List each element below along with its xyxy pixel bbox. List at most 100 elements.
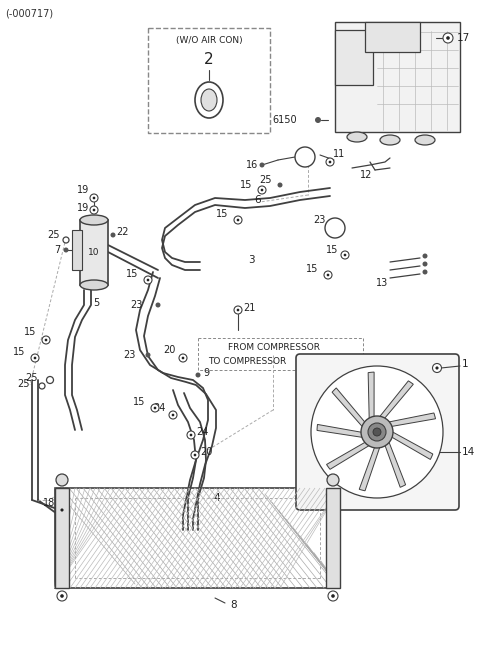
Circle shape — [341, 251, 349, 259]
Circle shape — [145, 352, 151, 358]
Circle shape — [361, 416, 393, 448]
Text: 13: 13 — [376, 278, 388, 288]
Circle shape — [277, 182, 283, 188]
Text: 15: 15 — [240, 180, 252, 190]
Bar — [55, 488, 340, 588]
Polygon shape — [326, 440, 373, 469]
Circle shape — [179, 354, 187, 362]
Circle shape — [42, 336, 50, 344]
Circle shape — [191, 451, 199, 459]
Text: (-000717): (-000717) — [5, 9, 53, 19]
Circle shape — [315, 117, 321, 123]
Text: 8: 8 — [230, 600, 237, 610]
Circle shape — [195, 373, 201, 377]
Circle shape — [234, 216, 242, 224]
Circle shape — [147, 279, 149, 281]
Polygon shape — [332, 388, 367, 430]
Circle shape — [56, 474, 68, 486]
Text: 7: 7 — [54, 245, 60, 255]
Circle shape — [422, 270, 428, 274]
Circle shape — [422, 262, 428, 266]
Ellipse shape — [415, 135, 435, 145]
Circle shape — [422, 253, 428, 258]
Polygon shape — [384, 438, 406, 487]
Circle shape — [237, 309, 240, 312]
Bar — [148, 28, 270, 133]
Circle shape — [324, 271, 332, 279]
Text: 25: 25 — [25, 373, 38, 383]
Circle shape — [47, 377, 53, 384]
Circle shape — [156, 302, 160, 308]
Ellipse shape — [347, 132, 367, 142]
Circle shape — [63, 237, 69, 243]
Circle shape — [311, 366, 443, 498]
Text: 20: 20 — [164, 345, 176, 355]
Circle shape — [435, 367, 439, 369]
Circle shape — [39, 383, 45, 389]
Circle shape — [90, 206, 98, 214]
Text: 15: 15 — [12, 347, 25, 357]
Circle shape — [193, 454, 196, 457]
Circle shape — [110, 232, 116, 237]
Polygon shape — [368, 372, 374, 423]
Circle shape — [60, 594, 64, 598]
Text: 10: 10 — [88, 248, 100, 257]
Circle shape — [154, 407, 156, 409]
Circle shape — [328, 591, 338, 601]
Circle shape — [31, 354, 39, 362]
Circle shape — [368, 423, 386, 441]
Bar — [80, 220, 108, 285]
Text: 25: 25 — [48, 230, 60, 240]
Circle shape — [93, 197, 96, 199]
Circle shape — [45, 338, 48, 341]
Circle shape — [446, 36, 450, 40]
Circle shape — [187, 431, 195, 439]
Text: 23: 23 — [313, 215, 326, 225]
Text: 11: 11 — [333, 149, 345, 159]
Circle shape — [234, 306, 242, 314]
Ellipse shape — [380, 135, 400, 145]
Text: 18: 18 — [43, 498, 55, 508]
Text: 19: 19 — [77, 185, 89, 195]
Text: 6150: 6150 — [272, 115, 297, 125]
Circle shape — [443, 33, 453, 43]
Text: 15: 15 — [216, 209, 228, 219]
Circle shape — [261, 189, 264, 192]
Circle shape — [237, 218, 240, 221]
Text: 9: 9 — [203, 368, 209, 378]
Bar — [55, 488, 69, 588]
Circle shape — [151, 404, 159, 412]
Text: 25: 25 — [260, 175, 272, 185]
Text: FROM COMPRESSOR: FROM COMPRESSOR — [228, 342, 320, 352]
Circle shape — [327, 474, 339, 486]
Text: 6: 6 — [255, 195, 261, 205]
Bar — [335, 22, 460, 132]
Text: 22: 22 — [116, 227, 129, 237]
Ellipse shape — [195, 82, 223, 118]
Text: 5: 5 — [93, 298, 99, 308]
Text: 14: 14 — [462, 447, 475, 457]
Circle shape — [331, 594, 335, 598]
Circle shape — [60, 508, 63, 512]
Text: A: A — [302, 152, 308, 161]
Ellipse shape — [80, 280, 108, 290]
Circle shape — [327, 274, 329, 276]
Text: 23: 23 — [131, 300, 143, 310]
Text: 16: 16 — [246, 160, 258, 170]
Circle shape — [344, 254, 347, 256]
Circle shape — [90, 194, 98, 202]
Circle shape — [260, 163, 264, 167]
Circle shape — [373, 428, 381, 436]
Bar — [326, 488, 340, 588]
Text: 25: 25 — [17, 379, 30, 389]
Text: 20: 20 — [200, 447, 212, 457]
Text: 24: 24 — [196, 427, 208, 437]
Circle shape — [144, 276, 152, 284]
Polygon shape — [317, 424, 367, 438]
Text: TO COMPRESSOR: TO COMPRESSOR — [208, 358, 286, 367]
Polygon shape — [359, 443, 381, 491]
Text: 21: 21 — [243, 303, 255, 313]
Circle shape — [57, 591, 67, 601]
Circle shape — [326, 158, 334, 166]
Circle shape — [63, 247, 69, 253]
